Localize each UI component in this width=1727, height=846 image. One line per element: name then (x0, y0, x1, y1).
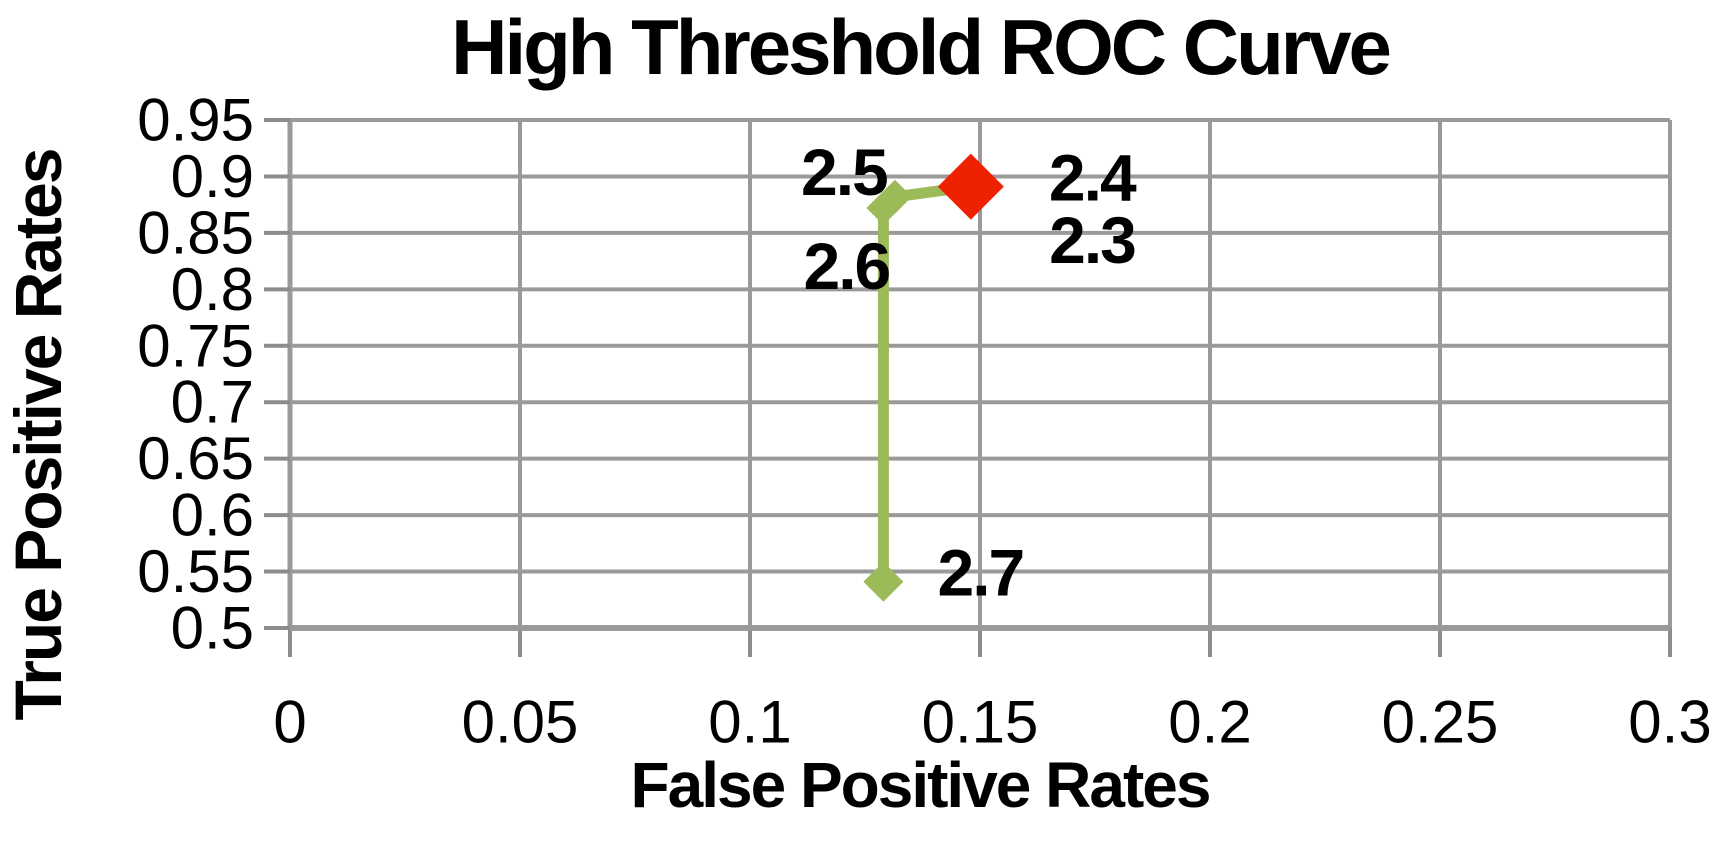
y-tick-label: 0.8 (171, 256, 254, 323)
data-label-2.4: 2.4 (1049, 141, 1137, 215)
x-tick-label: 0.2 (1168, 689, 1251, 756)
y-tick-label: 0.65 (137, 425, 254, 492)
y-tick-label: 0.75 (137, 312, 254, 379)
data-label-2.5: 2.5 (801, 135, 887, 209)
roc-curve-marker (877, 179, 912, 214)
x-tick-label: 0.25 (1382, 689, 1499, 756)
x-axis-title: False Positive Rates (630, 749, 1212, 821)
x-tick-label: 0.3 (1628, 689, 1711, 756)
roc-curve-line (877, 181, 986, 588)
data-label-2.6: 2.6 (804, 229, 890, 303)
data-label-2.7: 2.7 (938, 536, 1024, 610)
x-tick-label: 0.15 (922, 689, 1039, 756)
y-tick-label: 0.85 (137, 199, 254, 266)
x-tick-label: 0.1 (708, 689, 791, 756)
y-tick-label: 0.55 (137, 538, 254, 605)
chart-title: High Threshold ROC Curve (451, 3, 1392, 91)
highlight-point-marker (937, 153, 1004, 220)
y-tick-label: 0.5 (171, 595, 254, 662)
y-tick-label: 0.7 (171, 369, 254, 436)
y-tick-label: 0.95 (137, 87, 254, 154)
y-tick-label: 0.6 (171, 482, 254, 549)
y-tick-label: 0.9 (171, 143, 254, 210)
data-label-2.3: 2.3 (1049, 203, 1135, 277)
x-tick-label: 0 (273, 689, 306, 756)
roc-curve-marker (863, 561, 904, 602)
x-tick-label: 0.05 (462, 689, 579, 756)
